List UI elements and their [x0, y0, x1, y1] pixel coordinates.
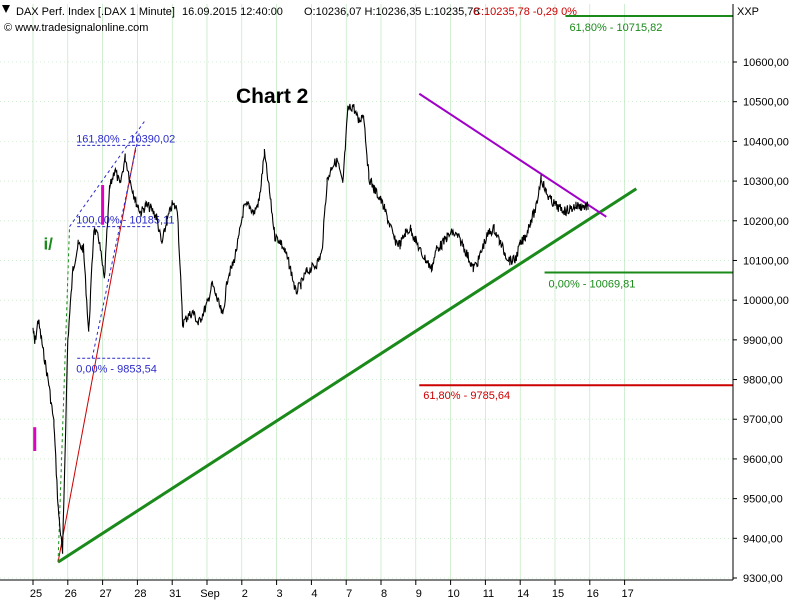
- header-source: © www.tradesignalonline.com: [4, 22, 148, 34]
- x-tick-label: 9: [416, 588, 422, 600]
- x-tick-label: 27: [99, 588, 111, 600]
- red-fib-line: [57, 147, 137, 563]
- y-tick-label: 9500,00: [743, 494, 783, 506]
- price-series: [32, 103, 589, 554]
- x-tick-label: 8: [381, 588, 387, 600]
- header-instrument: DAX Perf. Index [.DAX 1 Minute]: [16, 6, 175, 18]
- chart-title: Chart 2: [236, 85, 308, 108]
- x-tick-label: 16: [587, 588, 599, 600]
- chart-drawings: 161,80% - 10390,02 100,00% - 10185,11 0,00…: [33, 92, 638, 564]
- blue-fib-dashed-2: [91, 133, 140, 359]
- x-tick-label: 31: [169, 588, 181, 600]
- y-axis: 9300,00 9400,00 9500,00 9600,00 9700,00 9800,…: [732, 4, 789, 585]
- y-tick-label: 9700,00: [743, 414, 783, 426]
- x-tick-label: 10: [447, 588, 459, 600]
- fib-annotation-label: 161,80% - 10390,02: [76, 133, 175, 145]
- x-tick-label: 25: [30, 588, 42, 600]
- fib-level-label: 61,80% - 10715,82: [569, 22, 662, 34]
- axis-symbol: XXP: [737, 6, 759, 18]
- x-tick-label: Sep: [200, 588, 220, 600]
- purple-resistance-line: [418, 92, 607, 218]
- green-trendline: [57, 187, 638, 564]
- x-tick-label: 3: [277, 588, 283, 600]
- y-tick-label: 10000,00: [743, 295, 789, 307]
- x-tick-label: 2: [242, 588, 248, 600]
- header-collapse-icon[interactable]: [2, 5, 10, 13]
- fib-annotation-label: 0,00% - 9853,54: [76, 363, 157, 375]
- y-tick-label: 10500,00: [743, 97, 789, 109]
- y-tick-label: 9900,00: [743, 335, 783, 347]
- header-close: C:10235,78 -0,29 0%: [473, 6, 577, 18]
- y-tick-label: 10600,00: [743, 57, 789, 69]
- x-axis: 25 26 27 28 31 Sep 2 3 4 7 8 9 10 11 14 15 16 17: [0, 579, 733, 600]
- x-tick-label: 14: [517, 588, 529, 600]
- header-datetime: 16.09.2015 12:40:00: [182, 6, 283, 18]
- x-tick-label: 4: [311, 588, 317, 600]
- y-tick-label: 9300,00: [743, 573, 783, 585]
- y-tick-label: 10200,00: [743, 216, 789, 228]
- fib-annotation-label: 100,00% - 10185,11: [76, 215, 174, 227]
- x-tick-label: 11: [483, 588, 494, 600]
- y-tick-label: 10100,00: [743, 255, 789, 267]
- price-line: [32, 103, 589, 554]
- x-tick-label: 17: [621, 588, 633, 600]
- y-tick-label: 9400,00: [743, 533, 783, 545]
- y-tick-label: 9800,00: [743, 375, 783, 387]
- green-fib-dashed: [57, 226, 71, 563]
- wave-label: i/: [43, 235, 53, 254]
- x-tick-label: 15: [552, 588, 564, 600]
- y-tick-label: 9600,00: [743, 454, 783, 466]
- chart-header: DAX Perf. Index [.DAX 1 Minute] 16.09.20…: [2, 5, 759, 34]
- chart-grid: [0, 4, 733, 580]
- fib-level-label: 61,80% - 9785,64: [423, 390, 510, 402]
- y-tick-label: 10400,00: [743, 136, 789, 148]
- y-tick-label: 10300,00: [743, 176, 789, 188]
- fib-level-label: 0,00% - 10069,81: [549, 278, 636, 290]
- x-tick-label: 7: [346, 588, 352, 600]
- horizontal-levels: 61,80% - 10715,82 0,00% - 10069,81 61,80% …: [419, 15, 733, 402]
- x-tick-label: 28: [134, 588, 146, 600]
- x-tick-label: 26: [65, 588, 77, 600]
- header-ohl: O:10236,07 H:10236,35 L:10235,78: [304, 6, 480, 18]
